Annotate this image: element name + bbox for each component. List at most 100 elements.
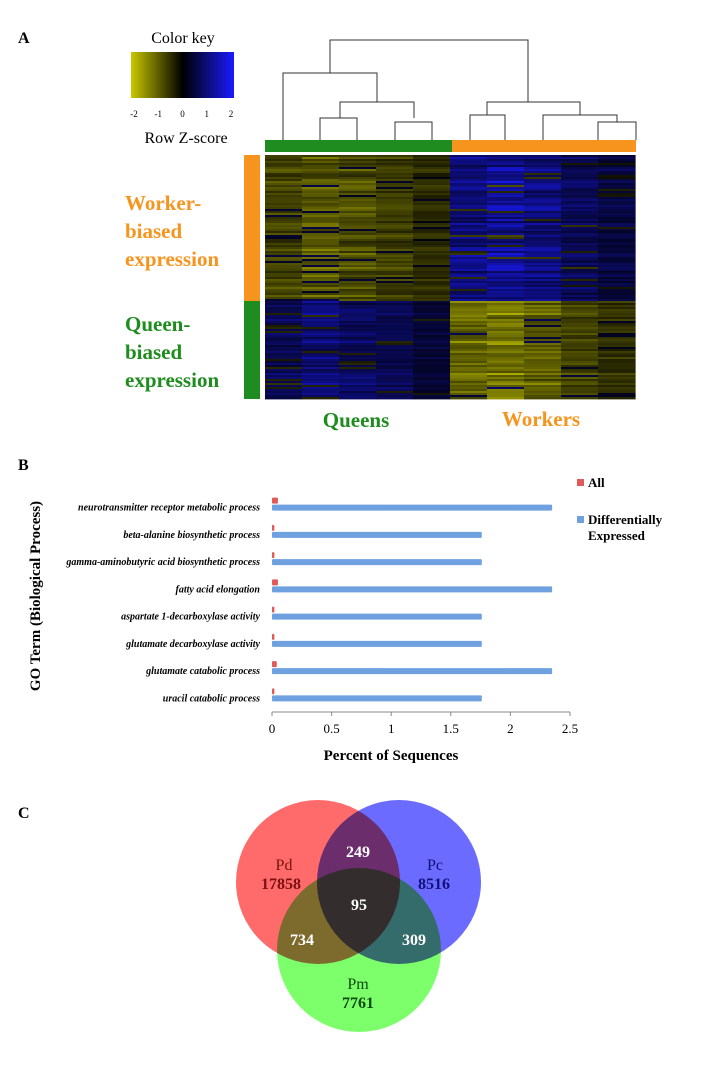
heatmap-cell bbox=[487, 369, 525, 372]
heatmap-cell bbox=[339, 185, 377, 188]
heatmap-cell bbox=[487, 211, 525, 214]
heatmap-cell bbox=[450, 341, 488, 344]
heatmap-cell bbox=[524, 249, 562, 252]
heatmap-cell bbox=[561, 381, 599, 384]
heatmap-cell bbox=[413, 317, 451, 320]
heatmap-cell bbox=[450, 271, 488, 274]
heatmap-cell bbox=[450, 337, 488, 340]
heatmap-cell bbox=[302, 269, 340, 272]
heatmap-cell bbox=[413, 363, 451, 366]
heatmap-cell bbox=[598, 393, 636, 396]
heatmap-cell bbox=[561, 313, 599, 316]
heatmap-cell bbox=[524, 165, 562, 168]
heatmap-cell bbox=[302, 331, 340, 334]
heatmap-cell bbox=[524, 385, 562, 388]
heatmap-cell bbox=[524, 347, 562, 350]
heatmap-cell bbox=[413, 365, 451, 368]
heatmap-cell bbox=[376, 239, 414, 242]
heatmap-cell bbox=[598, 349, 636, 352]
heatmap-cell bbox=[561, 193, 599, 196]
heatmap-cell bbox=[561, 257, 599, 260]
heatmap-cell bbox=[561, 363, 599, 366]
x-axis-ticks: 0 0.5 1 1.5 2 2.5 bbox=[269, 712, 578, 736]
heatmap-cell bbox=[265, 201, 303, 204]
heatmap-cell bbox=[524, 337, 562, 340]
heatmap-cell bbox=[450, 373, 488, 376]
heatmap-cell bbox=[413, 263, 451, 266]
heatmap-cell bbox=[561, 375, 599, 378]
color-key-title: Color key bbox=[151, 30, 215, 47]
heatmap-cell bbox=[413, 369, 451, 372]
bar-differentially-expressed bbox=[272, 559, 482, 566]
heatmap-cell bbox=[561, 165, 599, 168]
heatmap-cell bbox=[487, 343, 525, 346]
heatmap-cell bbox=[265, 295, 303, 298]
heatmap-cell bbox=[487, 277, 525, 280]
heatmap-cell bbox=[561, 203, 599, 206]
heatmap-cell bbox=[561, 169, 599, 172]
heatmap-cell bbox=[413, 251, 451, 254]
heatmap-cell bbox=[561, 247, 599, 250]
heatmap-cell bbox=[598, 359, 636, 362]
heatmap-cell bbox=[339, 281, 377, 284]
heatmap-cell bbox=[450, 209, 488, 212]
heatmap-cell bbox=[376, 195, 414, 198]
heatmap-cell bbox=[450, 397, 488, 400]
heatmap-cell bbox=[450, 235, 488, 238]
panel-label-b: B bbox=[18, 457, 29, 474]
heatmap-cell bbox=[302, 279, 340, 282]
heatmap-cell bbox=[413, 225, 451, 228]
heatmap-cell bbox=[524, 377, 562, 380]
heatmap-cell bbox=[376, 197, 414, 200]
heatmap-cell bbox=[598, 165, 636, 168]
heatmap-cell bbox=[524, 213, 562, 216]
heatmap-cell bbox=[265, 243, 303, 246]
heatmap-cell bbox=[413, 241, 451, 244]
heatmap-cell bbox=[376, 315, 414, 318]
heatmap-cell bbox=[376, 389, 414, 392]
y-axis-label: GO Term (Biological Process) bbox=[28, 501, 44, 691]
heatmap-cell bbox=[450, 257, 488, 260]
go-term-bar-chart: GO Term (Biological Process) neurotransm… bbox=[28, 475, 663, 764]
heatmap-cell bbox=[524, 209, 562, 212]
heatmap-cell bbox=[561, 183, 599, 186]
heatmap-cell bbox=[339, 159, 377, 162]
heatmap-cell bbox=[376, 241, 414, 244]
heatmap-cell bbox=[302, 285, 340, 288]
heatmap-cell bbox=[376, 283, 414, 286]
heatmap-cell bbox=[487, 163, 525, 166]
heatmap-cell bbox=[376, 181, 414, 184]
heatmap-cell bbox=[598, 279, 636, 282]
heatmap-cell bbox=[413, 203, 451, 206]
heatmap-cell bbox=[487, 305, 525, 308]
heatmap-cell bbox=[450, 197, 488, 200]
heatmap-cell bbox=[302, 375, 340, 378]
heatmap-cell bbox=[413, 261, 451, 264]
heatmap-cell bbox=[376, 237, 414, 240]
heatmap-cell bbox=[598, 277, 636, 280]
heatmap-cell bbox=[265, 315, 303, 318]
heatmap-cell bbox=[561, 391, 599, 394]
heatmap-cell bbox=[450, 297, 488, 300]
heatmap-cell bbox=[339, 197, 377, 200]
heatmap-cell bbox=[450, 267, 488, 270]
heatmap-cell bbox=[561, 377, 599, 380]
category-label: glutamate decarboxylase activity bbox=[125, 639, 260, 650]
heatmap-cell bbox=[524, 169, 562, 172]
heatmap-cell bbox=[598, 211, 636, 214]
heatmap-cell bbox=[598, 367, 636, 370]
heatmap-cell bbox=[339, 365, 377, 368]
heatmap-cell bbox=[339, 325, 377, 328]
heatmap-cell bbox=[561, 311, 599, 314]
heatmap-cell bbox=[302, 227, 340, 230]
heatmap-cell bbox=[376, 249, 414, 252]
heatmap-cell bbox=[598, 327, 636, 330]
heatmap-cell bbox=[413, 295, 451, 298]
heatmap-cell bbox=[561, 179, 599, 182]
heatmap-cell bbox=[302, 323, 340, 326]
heatmap-cell bbox=[376, 379, 414, 382]
heatmap-cell bbox=[450, 273, 488, 276]
heatmap-cell bbox=[450, 363, 488, 366]
heatmap-cell bbox=[413, 161, 451, 164]
heatmap-cell bbox=[376, 387, 414, 390]
